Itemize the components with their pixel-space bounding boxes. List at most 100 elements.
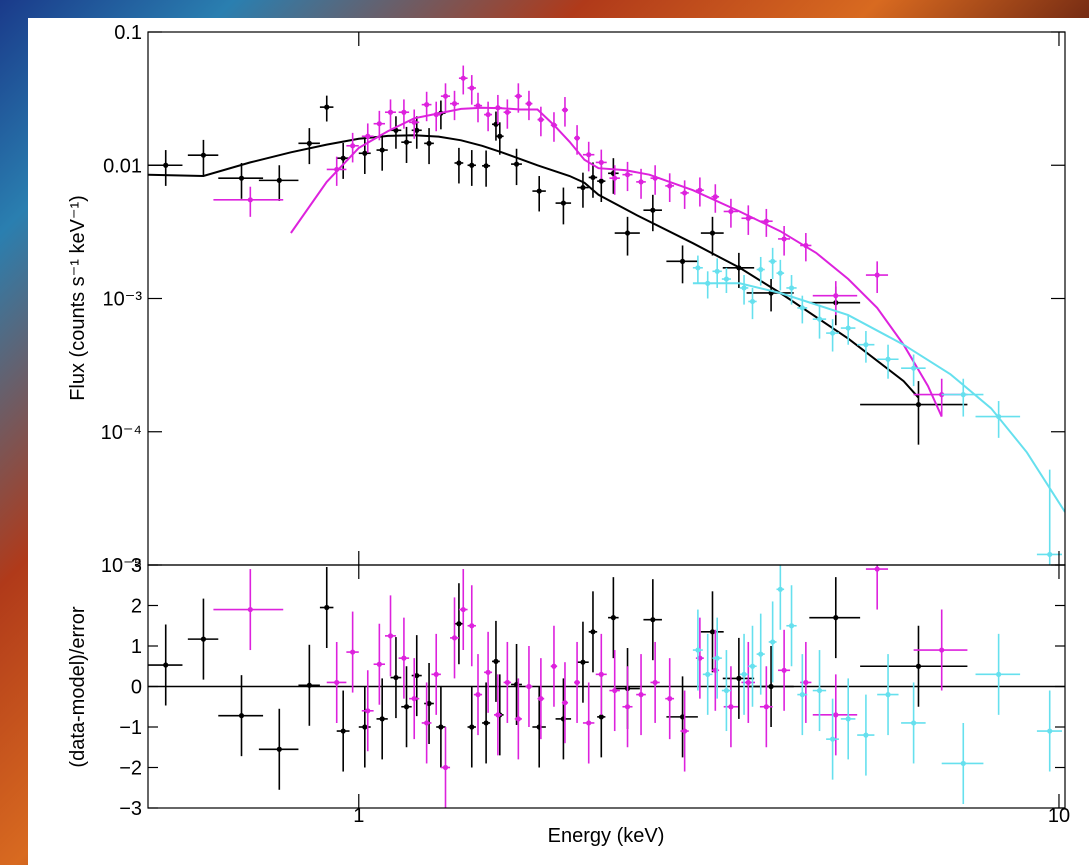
data-point (650, 207, 656, 213)
residual-point (610, 615, 616, 621)
data-point (758, 266, 764, 273)
data-point (276, 177, 282, 183)
residual-point (376, 661, 382, 667)
residual-point (495, 712, 501, 718)
data-point (723, 276, 730, 282)
residual-point (638, 692, 644, 698)
data-point (485, 111, 491, 118)
residual-point (612, 687, 618, 694)
residual-tick-label: 3 (131, 555, 142, 577)
residual-point (650, 617, 656, 623)
data-point (781, 236, 787, 242)
data-point (816, 316, 823, 322)
residual-point (340, 728, 346, 734)
data-point (513, 161, 520, 167)
residual-point (362, 724, 368, 730)
data-point (350, 143, 356, 149)
data-point (362, 150, 368, 156)
data-point (741, 285, 747, 291)
top-frame (147, 31, 1066, 566)
data-point (915, 401, 922, 408)
residual-point (709, 629, 716, 635)
data-point (799, 305, 805, 311)
residual-point (433, 671, 439, 677)
residual-point (741, 671, 747, 677)
residual-point (714, 655, 720, 661)
residual-point (863, 732, 869, 738)
residual-point (996, 671, 1002, 677)
data-point (401, 109, 407, 115)
residual-point (736, 675, 742, 682)
residual-point (758, 651, 764, 657)
data-point (536, 188, 542, 194)
residual-point (451, 635, 458, 641)
data-point (679, 258, 686, 264)
data-point (580, 184, 586, 191)
residual-point (365, 708, 371, 714)
residual-point (306, 682, 312, 688)
axes: Energy (keV) Flux (counts s⁻¹ keV⁻¹) (da… (67, 22, 1070, 847)
residual-point (469, 623, 475, 629)
data-point (460, 75, 466, 81)
data-point (763, 218, 769, 224)
residual-point (911, 720, 917, 726)
residual-point (829, 736, 836, 742)
residual-point (438, 724, 444, 730)
residual-point (763, 704, 769, 710)
residual-point (885, 692, 891, 698)
data-point (515, 93, 521, 99)
y-tick-label: 10⁻⁵ (101, 555, 142, 577)
data-point (469, 85, 475, 91)
residual-point (200, 636, 207, 642)
data-point (598, 159, 604, 166)
data-point (777, 270, 783, 276)
data-point (667, 183, 673, 189)
data-point (497, 133, 503, 139)
residual-point (562, 700, 568, 706)
residual-point (538, 696, 544, 702)
data-point (483, 163, 489, 169)
data-point (551, 122, 557, 128)
data-point (652, 175, 658, 181)
residual-point (590, 629, 596, 635)
data-point (340, 155, 346, 161)
residual-point (414, 672, 420, 679)
data-point (562, 107, 568, 113)
residual-point (749, 663, 756, 669)
residual-point (350, 649, 356, 655)
residual-point (705, 671, 711, 677)
residual-point (334, 679, 340, 686)
data-point (612, 175, 618, 181)
residual-point (788, 623, 795, 629)
residual-point (393, 674, 399, 681)
residual-point (723, 687, 730, 694)
data-point (200, 152, 207, 158)
data-point (475, 103, 481, 109)
data-point (705, 280, 711, 286)
residual-point (598, 714, 604, 720)
residual-point (460, 606, 466, 613)
residual-panel (148, 565, 1065, 808)
residual-point (163, 662, 169, 668)
y-tick-label: 0.01 (103, 155, 142, 177)
residual-point (515, 716, 521, 722)
residual-point (276, 746, 282, 752)
data-point (803, 242, 809, 249)
data-point (911, 365, 917, 371)
residual-point (874, 566, 880, 572)
data-point (334, 166, 340, 173)
residual-point (586, 720, 592, 726)
residual-point (493, 658, 499, 664)
residual-point (483, 720, 489, 726)
data-point (638, 179, 644, 185)
residual-point (247, 606, 253, 613)
residual-point (526, 683, 532, 690)
data-point (442, 93, 449, 99)
data-point (586, 152, 592, 158)
residual-point (456, 621, 462, 627)
data-point (495, 105, 501, 111)
residual-point (426, 700, 432, 707)
model-line (290, 106, 943, 418)
residual-point (682, 728, 688, 734)
